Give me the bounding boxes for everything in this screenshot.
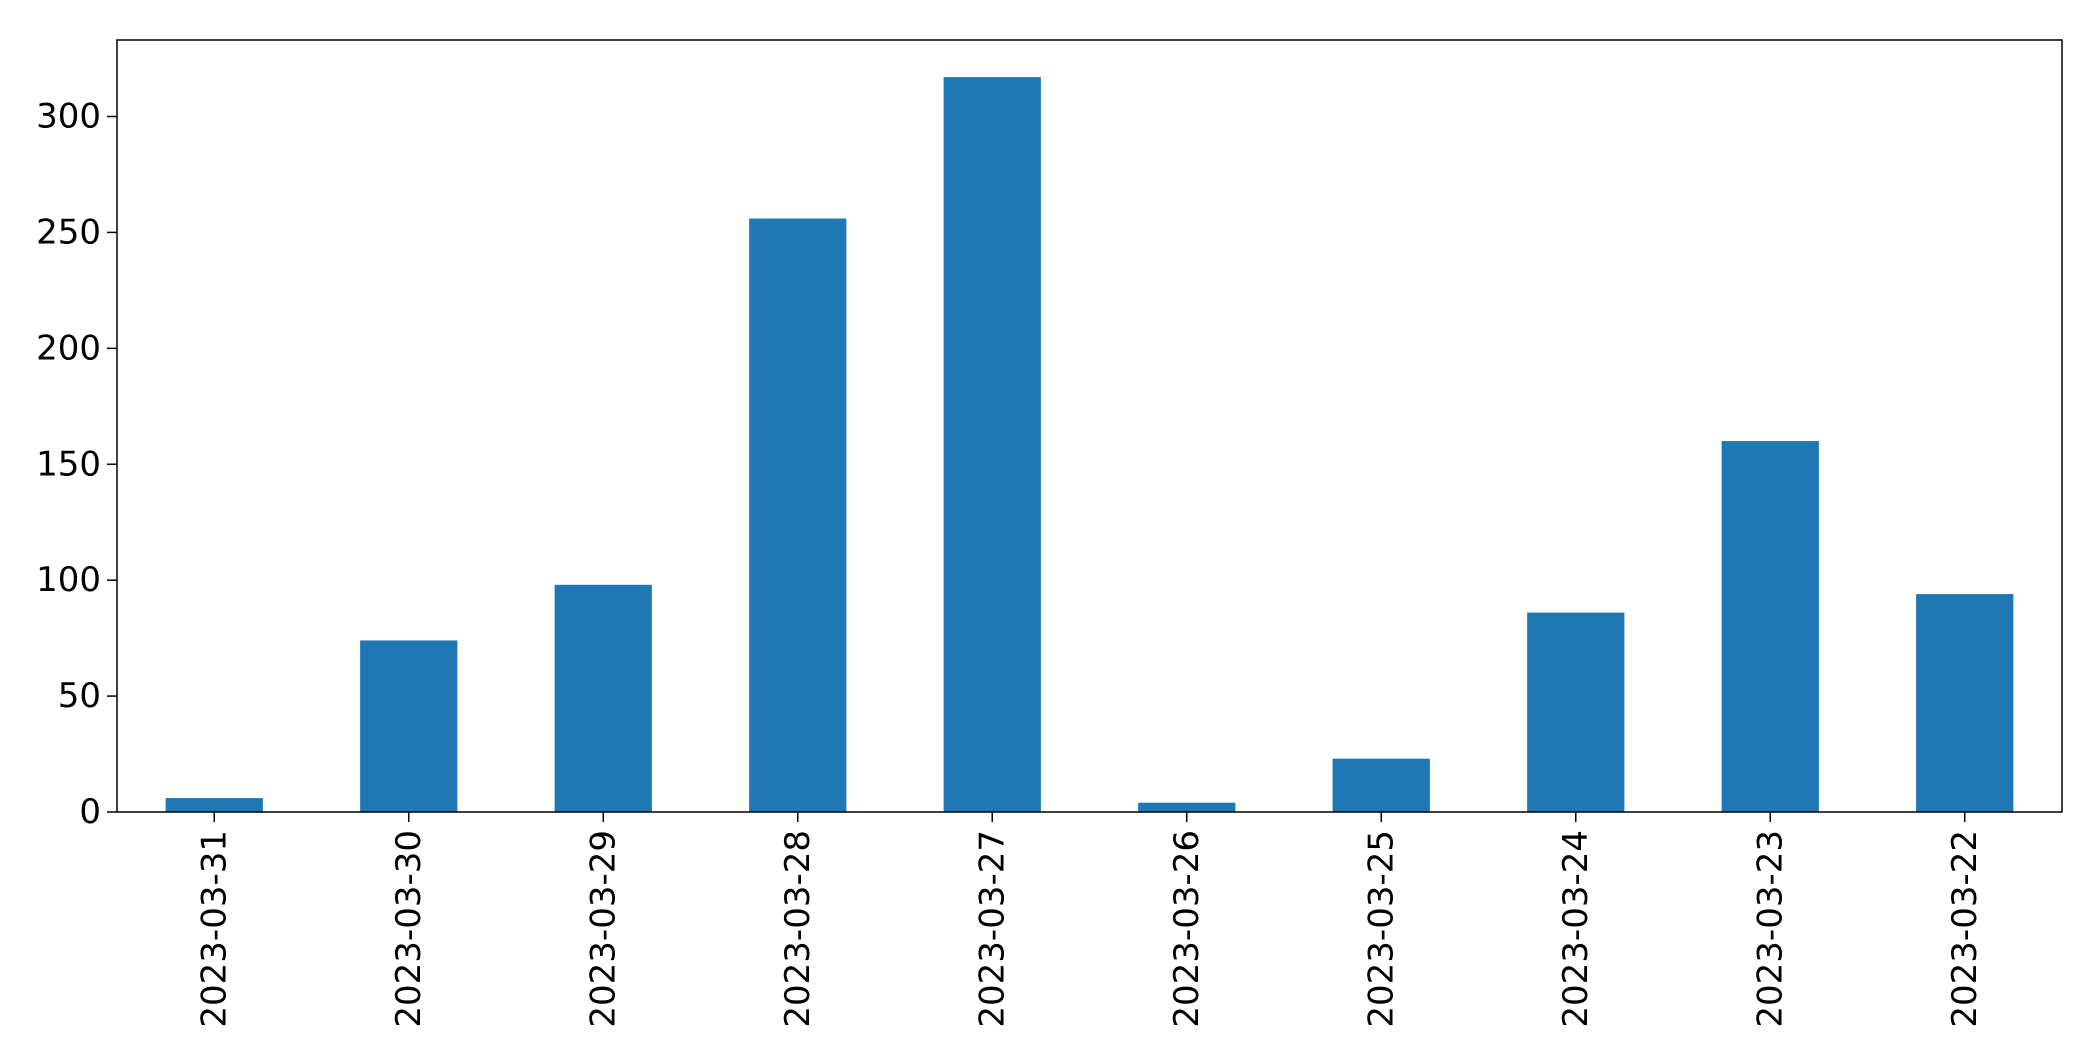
y-tick-label: 300 — [36, 97, 101, 137]
y-tick-label: 200 — [36, 328, 101, 368]
bar-2023-03-25 — [1332, 758, 1430, 812]
bars-group — [165, 77, 2014, 813]
y-tick-label: 150 — [36, 444, 101, 484]
x-axis-ticks: 2023-03-31 2023-03-30 2023-03-29 2023-03-28… — [194, 812, 1985, 1028]
y-tick-label: 0 — [79, 792, 101, 832]
bar-2023-03-30 — [360, 640, 458, 812]
bar-2023-03-31 — [165, 798, 263, 812]
x-tick-label: 2023-03-26 — [1167, 830, 1207, 1028]
y-tick-label: 50 — [58, 676, 101, 716]
bar-2023-03-29 — [554, 584, 652, 812]
x-tick-label: 2023-03-25 — [1361, 830, 1401, 1028]
bar-2023-03-27 — [943, 77, 1041, 813]
y-tick-label: 100 — [36, 560, 101, 600]
bar-2023-03-22 — [1916, 594, 2014, 812]
bar-2023-03-24 — [1527, 612, 1625, 812]
plot-frame — [116, 39, 2063, 813]
x-tick-label: 2023-03-22 — [1945, 830, 1985, 1028]
bar-2023-03-28 — [749, 218, 847, 813]
x-tick-label: 2023-03-29 — [583, 830, 623, 1028]
x-tick-label: 2023-03-23 — [1750, 830, 1790, 1028]
x-tick-label: 2023-03-30 — [389, 830, 429, 1028]
bar-2023-03-23 — [1721, 441, 1819, 812]
x-tick-label: 2023-03-31 — [194, 830, 234, 1028]
x-tick-label: 2023-03-24 — [1556, 830, 1596, 1028]
bar-2023-03-26 — [1138, 802, 1236, 812]
y-axis-ticks: 0 50 100 150 200 250 300 — [36, 97, 117, 832]
x-tick-label: 2023-03-28 — [778, 830, 818, 1028]
y-tick-label: 250 — [36, 212, 101, 252]
x-tick-label: 2023-03-27 — [972, 830, 1012, 1028]
